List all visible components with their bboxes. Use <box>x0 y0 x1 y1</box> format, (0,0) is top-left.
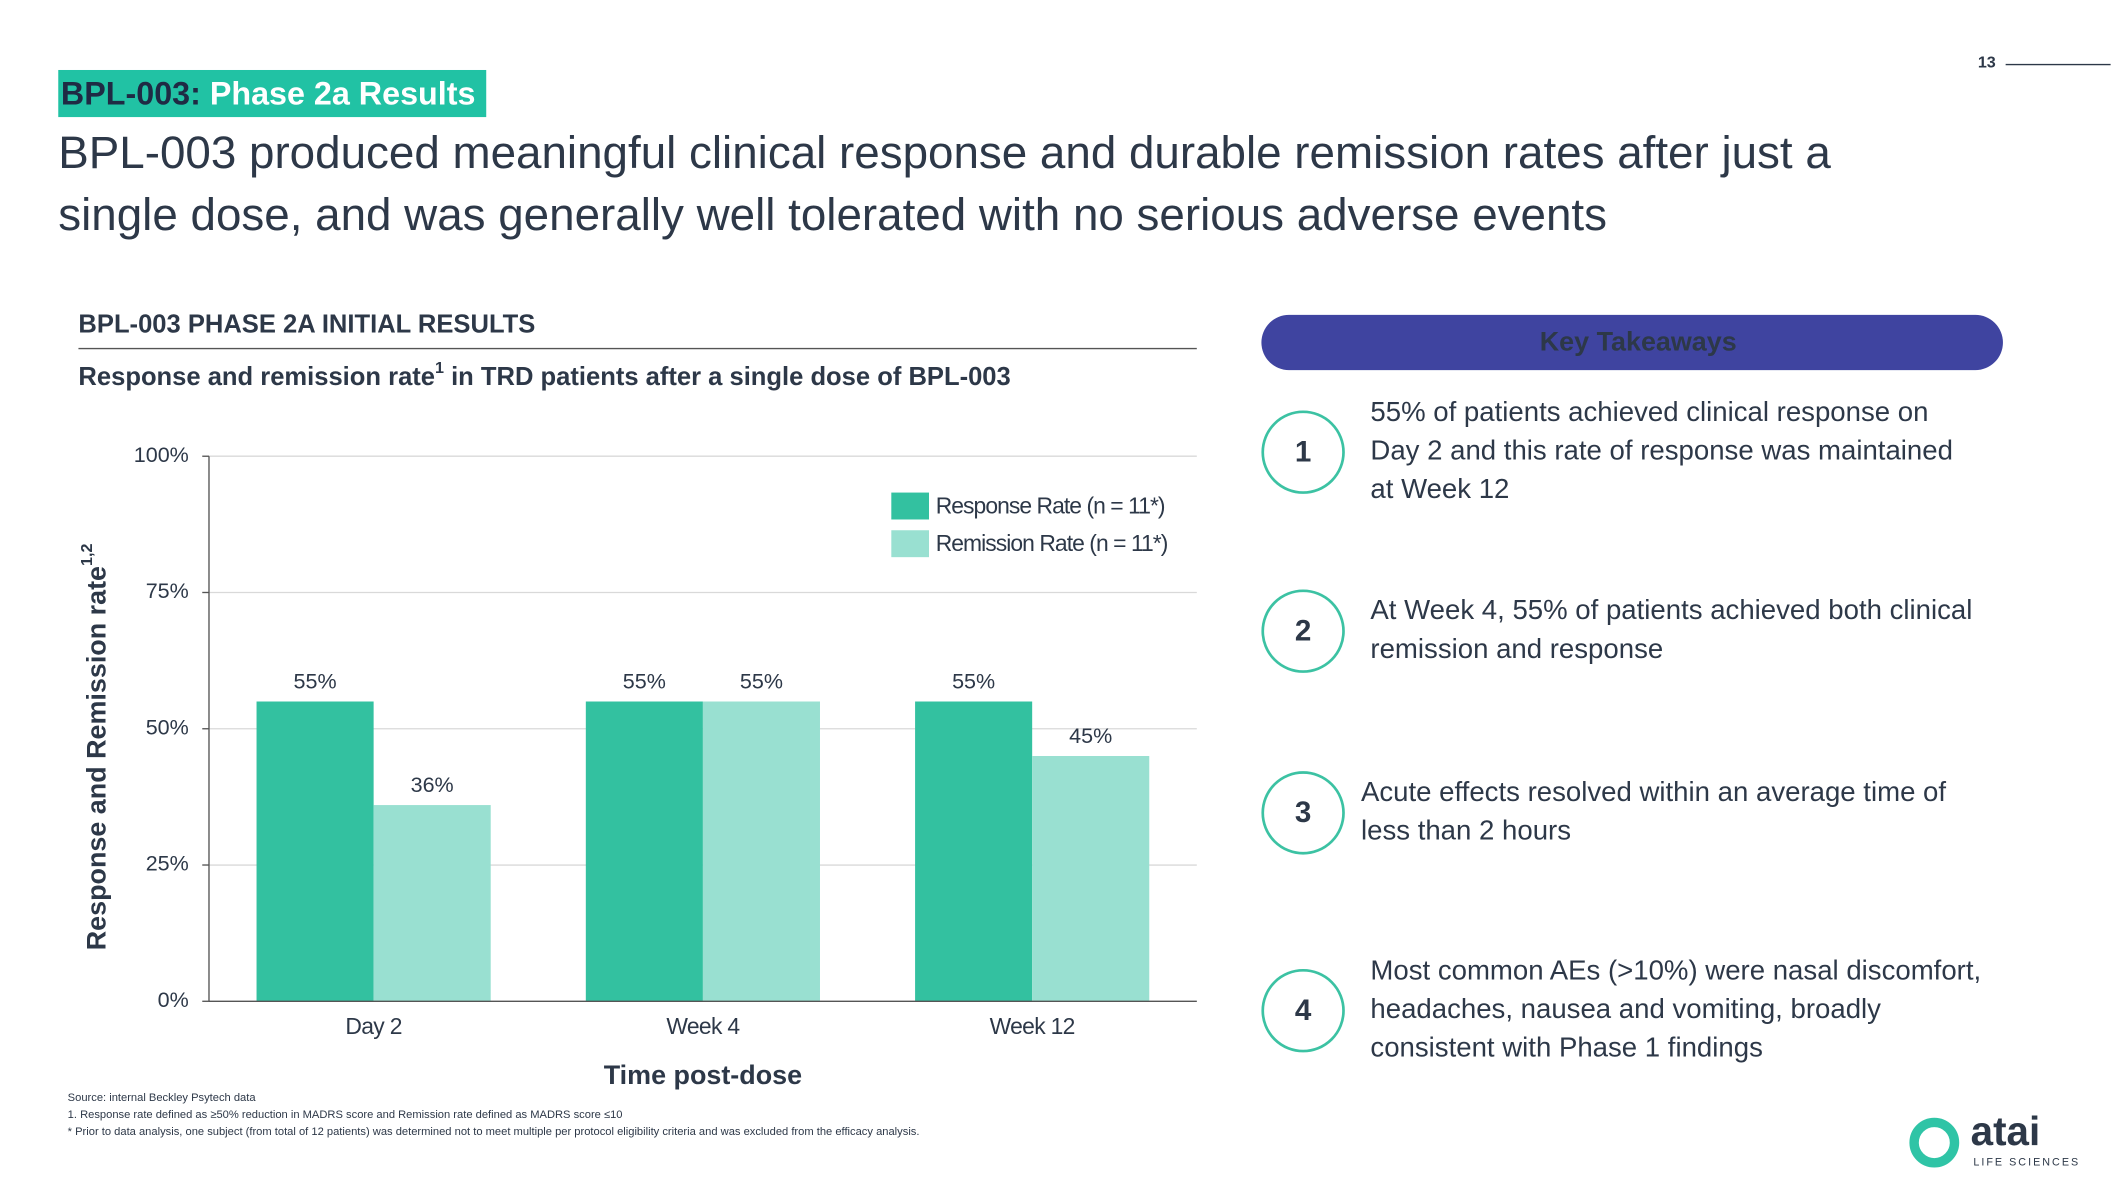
logo-tagline: LIFE SCIENCES <box>1973 1157 2080 1169</box>
chart-title: Response and remission rate1 in TRD pati… <box>78 359 1010 391</box>
value-label: 55% <box>952 669 995 693</box>
bar <box>373 805 491 1002</box>
takeaways-header <box>1261 314 2003 371</box>
takeaway-text: consistent with Phase 1 findings <box>1370 1032 1762 1063</box>
bar <box>702 701 820 1002</box>
x-tick-label: Week 12 <box>990 1013 1075 1039</box>
takeaway-badge <box>1261 410 1345 494</box>
takeaway-number: 1 <box>1295 435 1311 468</box>
takeaway-text: less than 2 hours <box>1361 814 1571 845</box>
takeaway-text: At Week 4, 55% of patients achieved both… <box>1370 594 1972 625</box>
legend-label: Remission Rate (n = 11*) <box>936 530 1168 556</box>
y-tick-label: 50% <box>146 715 189 739</box>
takeaway-number: 4 <box>1295 994 1312 1027</box>
y-tick-label: 75% <box>146 579 189 603</box>
value-label: 55% <box>740 669 783 693</box>
y-label-text: Response and Remission rate <box>82 566 112 950</box>
tag-box <box>58 69 487 118</box>
footnote: * Prior to data analysis, one subject (f… <box>68 1126 920 1138</box>
chart: 0% 25% 50% 75% 100% Day 2 55% 36% Week 4 55% 55% We… <box>134 443 1197 1039</box>
y-tick-label: 25% <box>146 852 189 876</box>
tag: BPL-003: Phase 2a Results <box>61 75 476 111</box>
y-label-sup: 1,2 <box>78 544 96 566</box>
bar <box>1032 756 1150 1002</box>
legend-swatch <box>891 492 929 520</box>
page-number: 13 <box>1978 54 1996 72</box>
bar <box>256 701 374 1002</box>
title-part: Response and remission rate <box>78 363 435 391</box>
y-tick-label: 100% <box>134 443 189 467</box>
bar <box>585 701 703 1002</box>
takeaway-text: headaches, nausea and vomiting, broadly <box>1370 993 1881 1024</box>
value-label: 55% <box>623 669 666 693</box>
y-tick-label: 0% <box>158 988 189 1012</box>
takeaway-number: 2 <box>1295 614 1311 647</box>
takeaways-title: Key Takeaways <box>1540 326 1737 356</box>
tag-suffix: Phase 2a Results <box>210 75 476 111</box>
y-axis-label: Response and Remission rate1,2 <box>78 544 112 951</box>
takeaway-badge <box>1261 968 1345 1053</box>
takeaway-text: remission and response <box>1370 633 1663 664</box>
takeaway-text: at Week 12 <box>1370 473 1509 504</box>
footnotes: Source: internal Beckley Psytech data 1. … <box>68 1092 920 1138</box>
takeaway-badge <box>1261 589 1345 673</box>
value-label: 55% <box>294 669 337 693</box>
footnote: Source: internal Beckley Psytech data <box>68 1092 257 1104</box>
value-label: 45% <box>1069 724 1112 748</box>
logo-mark <box>1909 1117 1960 1168</box>
x-axis-label: Time post-dose <box>604 1060 802 1090</box>
headline: single dose, and was generally well tole… <box>58 189 1607 240</box>
title-part: in TRD patients after a single dose of B… <box>444 363 1011 391</box>
headline: BPL-003 produced meaningful clinical res… <box>58 127 1831 178</box>
footnote: 1. Response rate defined as ≥50% reducti… <box>68 1109 623 1121</box>
takeaway-badge <box>1261 771 1345 855</box>
takeaway-text: Acute effects resolved within an average… <box>1361 776 1946 807</box>
takeaway-number: 3 <box>1295 796 1311 829</box>
x-tick-label: Week 4 <box>666 1013 740 1039</box>
legend-label: Response Rate (n = 11*) <box>936 492 1165 518</box>
takeaway-text: Most common AEs (>10%) were nasal discom… <box>1370 954 1981 985</box>
bar <box>915 701 1033 1002</box>
takeaway-text: 55% of patients achieved clinical respon… <box>1370 396 1928 427</box>
legend-swatch <box>891 530 929 558</box>
title-sup: 1 <box>435 359 444 377</box>
value-label: 36% <box>411 773 454 797</box>
takeaway-text: Day 2 and this rate of response was main… <box>1370 434 1953 465</box>
section-title: BPL-003 PHASE 2A INITIAL RESULTS <box>78 310 535 338</box>
x-tick-label: Day 2 <box>345 1013 401 1039</box>
takeaways: 1 55% of patients achieved clinical respo… <box>1261 396 1981 1063</box>
tag-prefix: BPL-003: <box>61 75 201 111</box>
logo-name: atai <box>1971 1108 2041 1154</box>
